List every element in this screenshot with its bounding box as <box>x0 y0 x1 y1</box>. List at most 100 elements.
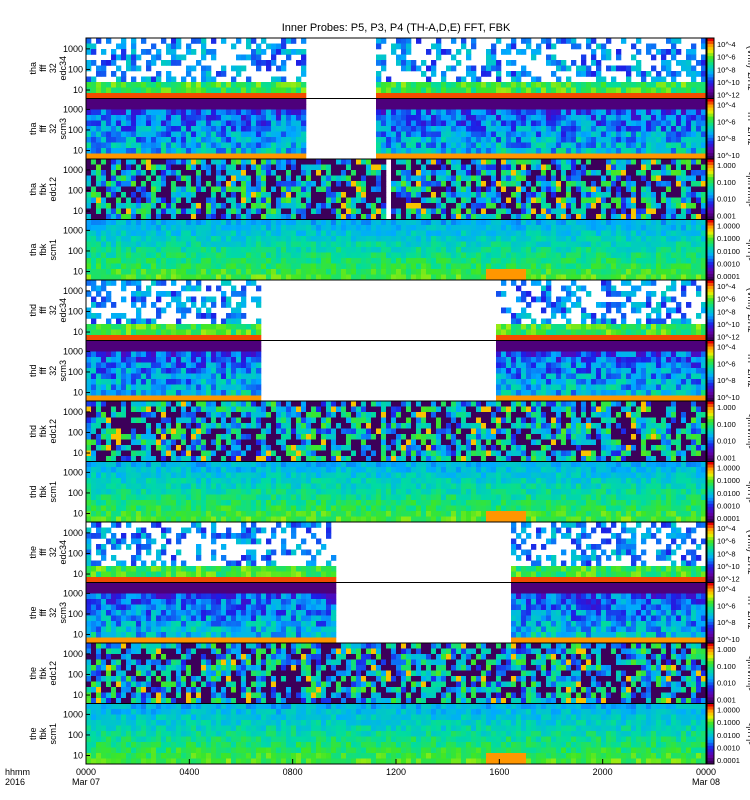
spectrogram-cell <box>611 82 617 88</box>
spectrogram-cell <box>591 175 597 182</box>
spectrogram-cell <box>276 175 282 182</box>
spectrogram-cell <box>386 274 392 280</box>
spectrogram-cell <box>496 208 502 215</box>
spectrogram-cell <box>566 148 572 154</box>
spectrogram-cell <box>111 329 117 336</box>
spectrogram-cell <box>481 241 487 248</box>
spectrogram-cell <box>541 236 547 242</box>
spectrogram-cell <box>666 120 672 127</box>
spectrogram-cell <box>671 104 677 110</box>
spectrogram-cell <box>441 263 447 270</box>
spectrogram-cell <box>231 142 237 149</box>
spectrogram-cell <box>596 181 602 187</box>
spectrogram-cell <box>171 120 177 127</box>
spectrogram-cell <box>396 104 402 110</box>
colorbar-segment <box>707 201 714 205</box>
colorbar-segment <box>707 171 714 175</box>
spectrogram-cell <box>156 115 162 121</box>
spectrogram-cell <box>431 225 437 231</box>
spectrogram-cell <box>101 252 107 259</box>
spectrogram-cell <box>566 236 572 242</box>
spectrogram-cell <box>591 170 597 176</box>
spectrogram-cell <box>656 115 662 121</box>
spectrogram-cell <box>266 131 272 138</box>
spectrogram-cell <box>321 258 327 264</box>
spectrogram-cell <box>186 142 192 149</box>
spectrogram-cell <box>536 230 542 237</box>
spectrogram-cell <box>386 131 392 138</box>
spectrogram-cell <box>271 87 277 94</box>
spectrogram-cell <box>436 87 442 94</box>
spectrogram-cell <box>511 131 517 138</box>
spectrogram-cell <box>301 269 307 275</box>
spectrogram-cell <box>111 258 117 264</box>
colorbar-segment <box>707 210 714 214</box>
spectrogram-cell <box>641 192 647 198</box>
spectrogram-cell <box>546 219 552 226</box>
spectrogram-cell <box>266 175 272 182</box>
spectrogram-cell <box>456 49 462 55</box>
spectrogram-cell <box>281 181 287 187</box>
spectrogram-cell <box>621 115 627 121</box>
spectrogram-cell <box>691 175 697 182</box>
spectrogram-cell <box>516 274 522 280</box>
spectrogram-cell <box>401 164 407 171</box>
spectrogram-cell <box>236 186 242 193</box>
spectrogram-cell <box>691 269 697 275</box>
spectrogram-cell <box>381 252 387 259</box>
spectrogram-cell <box>651 236 657 242</box>
spectrogram-cell <box>591 263 597 270</box>
spectrogram-cell <box>231 109 237 116</box>
spectrogram-cell <box>376 98 382 105</box>
spectrogram-cell <box>176 269 182 275</box>
spectrogram-cell <box>661 186 667 193</box>
spectrogram-cell <box>86 263 92 270</box>
spectrogram-cell <box>591 208 597 215</box>
spectrogram-cell <box>306 159 312 165</box>
spectrogram-cell <box>146 115 152 121</box>
spectrogram-cell <box>116 159 122 165</box>
spectrogram-cell <box>266 208 272 215</box>
spectrogram-cell <box>691 170 697 176</box>
spectrogram-cell <box>501 170 507 176</box>
spectrogram-cell <box>686 159 692 165</box>
spectrogram-cell <box>651 247 657 253</box>
spectrogram-cell <box>341 208 347 215</box>
spectrogram-cell <box>431 236 437 242</box>
spectrogram-cell <box>251 258 257 264</box>
spectrogram-cell <box>541 192 547 198</box>
spectrogram-cell <box>141 186 147 193</box>
spectrogram-cell <box>91 318 97 325</box>
spectrogram-cell <box>241 225 247 231</box>
spectrogram-cell <box>626 247 632 253</box>
spectrogram-cell <box>206 274 212 280</box>
spectrogram-cell <box>701 126 706 132</box>
spectrogram-cell <box>256 137 262 143</box>
spectrogram-cell <box>441 269 447 275</box>
spectrogram-cell <box>671 175 677 182</box>
spectrogram-cell <box>456 247 462 253</box>
spectrogram-cell <box>651 230 657 237</box>
spectrogram-cell <box>276 93 282 99</box>
spectrogram-cell <box>701 109 706 116</box>
spectrogram-cell <box>346 208 352 215</box>
spectrogram-cell <box>391 203 397 209</box>
spectrogram-cell <box>651 137 657 143</box>
colorbar-segment <box>707 252 714 257</box>
spectrogram-cell <box>591 60 597 66</box>
spectrogram-cell <box>676 87 682 94</box>
spectrogram-cell <box>296 98 302 105</box>
spectrogram-cell <box>301 263 307 270</box>
spectrogram-cell <box>416 230 422 237</box>
spectrogram-cell <box>371 241 377 248</box>
spectrogram-cell <box>151 197 157 204</box>
spectrogram-cell <box>506 87 512 94</box>
spectrogram-cell <box>681 82 687 88</box>
spectrogram-cell <box>161 60 167 66</box>
spectrogram-cell <box>511 263 517 270</box>
spectrogram-cell <box>216 208 222 215</box>
spectrogram-cell <box>646 236 652 242</box>
spectrogram-cell <box>551 126 557 132</box>
spectrogram-cell <box>236 137 242 143</box>
spectrogram-cell <box>271 104 277 110</box>
